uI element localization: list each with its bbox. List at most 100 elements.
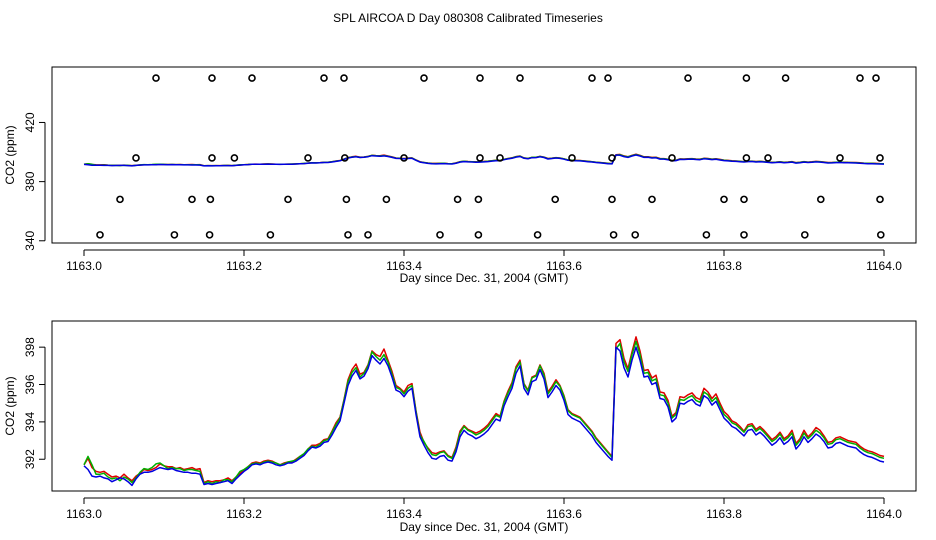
- y-tick-label: 392: [23, 449, 37, 469]
- x-tick-label: 1163.8: [706, 507, 742, 521]
- series-red-line: [83, 153, 885, 167]
- data-point-marker: [608, 195, 616, 204]
- data-point-marker: [206, 195, 215, 204]
- data-point-marker: [152, 74, 160, 82]
- data-point-marker: [476, 74, 484, 82]
- data-point-marker: [248, 74, 256, 82]
- x-axis-bottom: 1163.0 1163.2 1163.4 1163.6 1163.8 1164.0: [66, 497, 902, 521]
- data-point-marker: [648, 195, 656, 204]
- data-point-marker: [551, 195, 560, 204]
- data-point-marker: [96, 231, 104, 239]
- series-bottom: [83, 336, 885, 487]
- x-tick-label: 1163.0: [66, 507, 102, 521]
- y-tick-label: 398: [23, 337, 37, 357]
- x-axis-label-bottom: Day since Dec. 31, 2004 (GMT): [400, 520, 569, 534]
- data-point-marker: [208, 74, 216, 82]
- y-axis-label-bottom: CO2 (ppm): [3, 376, 17, 435]
- x-tick-label: 1163.0: [66, 259, 102, 273]
- data-point-marker: [340, 74, 348, 82]
- data-point-marker: [453, 195, 462, 204]
- data-point-marker: [436, 231, 444, 239]
- data-point-marker: [320, 74, 328, 82]
- data-point-marker: [420, 74, 428, 82]
- y-tick-label: 340: [23, 230, 37, 250]
- y-axis-label-top: CO2 (ppm): [3, 125, 17, 184]
- data-point-marker: [609, 231, 618, 239]
- x-tick-label: 1163.4: [386, 507, 422, 521]
- series-blue-line: [83, 346, 885, 487]
- data-point-marker: [474, 195, 483, 204]
- x-tick-label: 1163.6: [546, 507, 582, 521]
- x-tick-label: 1164.0: [866, 259, 902, 273]
- data-point-marker: [116, 195, 124, 204]
- data-point-marker: [781, 74, 790, 82]
- data-point-marker: [631, 231, 640, 239]
- y-axis-top: 340 380 420: [23, 112, 46, 251]
- data-point-marker: [364, 231, 372, 239]
- plot-frame-top: [51, 66, 917, 244]
- y-tick-label: 420: [23, 112, 37, 132]
- series-green-line: [83, 153, 885, 167]
- x-tick-label: 1163.2: [226, 259, 262, 273]
- y-tick-label: 396: [23, 374, 37, 394]
- panel-bottom: 1163.0 1163.2 1163.4 1163.6 1163.8 1164.0 392…: [3, 320, 917, 534]
- data-point-marker: [740, 231, 748, 239]
- data-point-marker: [132, 154, 140, 162]
- data-point-marker: [400, 154, 408, 162]
- data-point-marker: [516, 74, 524, 82]
- data-point-marker: [876, 195, 884, 204]
- data-point-marker: [208, 154, 216, 162]
- data-point-marker: [742, 74, 751, 82]
- markers-top: [96, 74, 885, 239]
- data-point-marker: [608, 154, 616, 162]
- data-point-marker: [342, 195, 351, 204]
- data-point-marker: [876, 231, 885, 239]
- x-tick-label: 1163.2: [226, 507, 262, 521]
- data-point-marker: [340, 154, 349, 162]
- x-axis-label-top: Day since Dec. 31, 2004 (GMT): [400, 271, 569, 285]
- data-point-marker: [344, 231, 352, 239]
- data-point-marker: [496, 154, 504, 162]
- data-point-marker: [816, 195, 825, 204]
- data-point-marker: [205, 231, 214, 239]
- chart-title: SPL AIRCOA D Day 080308 Calibrated Times…: [333, 11, 603, 25]
- data-point-marker: [856, 74, 864, 82]
- y-tick-label: 394: [23, 412, 37, 432]
- data-point-marker: [382, 195, 391, 204]
- data-point-marker: [476, 154, 484, 162]
- series-blue-line: [83, 154, 885, 167]
- y-tick-label: 380: [23, 171, 37, 191]
- data-point-marker: [668, 154, 676, 162]
- x-axis-top: 1163.0 1163.2 1163.4 1163.6 1163.8 1164.0: [66, 249, 902, 273]
- data-point-marker: [800, 231, 809, 239]
- data-point-marker: [266, 231, 275, 239]
- x-tick-label: 1163.4: [386, 259, 422, 273]
- x-tick-label: 1163.8: [706, 259, 742, 273]
- data-point-marker: [588, 74, 596, 82]
- data-point-marker: [568, 154, 576, 162]
- series-top: [83, 153, 885, 167]
- data-point-marker: [170, 231, 179, 239]
- data-point-marker: [876, 154, 884, 162]
- data-point-marker: [740, 195, 748, 204]
- series-red-line: [83, 336, 885, 484]
- data-point-marker: [230, 154, 239, 162]
- data-point-marker: [188, 195, 196, 204]
- data-point-marker: [304, 154, 312, 162]
- data-point-marker: [474, 231, 483, 239]
- data-point-marker: [764, 154, 772, 162]
- plot-frame-bottom: [51, 320, 917, 492]
- data-point-marker: [720, 195, 728, 204]
- data-point-marker: [684, 74, 692, 82]
- y-axis-bottom: 392 394 396 398: [23, 337, 46, 469]
- data-point-marker: [872, 74, 880, 82]
- data-point-marker: [742, 154, 751, 162]
- x-tick-label: 1164.0: [866, 507, 902, 521]
- panel-top: 1163.0 1163.2 1163.4 1163.6 1163.8 1164.0 340…: [3, 66, 917, 285]
- data-point-marker: [284, 195, 292, 204]
- data-point-marker: [836, 154, 844, 162]
- data-point-marker: [604, 74, 612, 82]
- series-green-line: [83, 340, 885, 485]
- data-point-marker: [533, 231, 542, 239]
